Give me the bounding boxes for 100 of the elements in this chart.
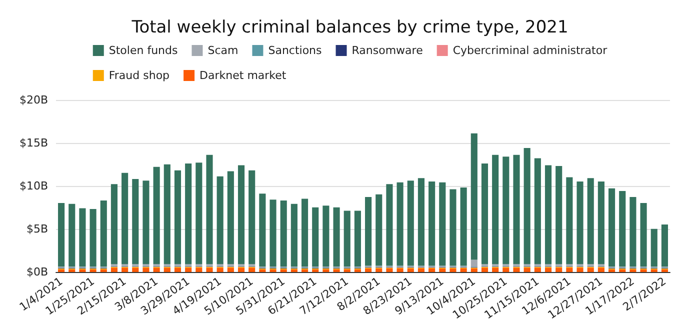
bar bbox=[407, 268, 414, 272]
bar bbox=[650, 228, 658, 267]
bar bbox=[492, 154, 499, 264]
bar bbox=[153, 166, 160, 264]
bar bbox=[630, 269, 636, 272]
bar bbox=[439, 182, 446, 266]
bar bbox=[661, 269, 668, 272]
bar bbox=[322, 269, 330, 272]
bar bbox=[407, 180, 414, 266]
bar bbox=[619, 269, 626, 272]
bar bbox=[142, 180, 150, 264]
bar bbox=[376, 268, 382, 272]
bar bbox=[248, 170, 256, 264]
bar bbox=[428, 182, 436, 266]
bar bbox=[248, 268, 256, 272]
legend-label: Scam bbox=[208, 44, 238, 57]
bar bbox=[587, 268, 594, 272]
legend-label: Ransomware bbox=[352, 44, 424, 57]
bar bbox=[122, 172, 128, 264]
bar bbox=[344, 269, 350, 272]
bar bbox=[450, 189, 456, 266]
bar bbox=[185, 163, 192, 264]
bar bbox=[576, 268, 584, 272]
bar bbox=[132, 178, 139, 264]
bar bbox=[524, 148, 530, 264]
bar bbox=[365, 197, 372, 266]
bar bbox=[640, 269, 647, 272]
bar bbox=[513, 268, 520, 272]
bar bbox=[544, 165, 552, 264]
bar bbox=[164, 164, 170, 264]
bar bbox=[100, 200, 107, 267]
bar bbox=[58, 269, 65, 272]
bar bbox=[344, 210, 350, 267]
bar bbox=[238, 165, 245, 264]
y-tick-label: $10B bbox=[19, 180, 48, 192]
bar bbox=[661, 224, 668, 267]
bar bbox=[418, 178, 425, 266]
bar bbox=[470, 133, 478, 260]
bar bbox=[650, 269, 658, 272]
bar bbox=[259, 269, 266, 272]
bar bbox=[450, 268, 456, 272]
bar bbox=[439, 268, 446, 272]
bar bbox=[470, 260, 478, 267]
bar bbox=[196, 162, 202, 264]
bar bbox=[534, 158, 541, 264]
legend-label: Darknet market bbox=[200, 69, 287, 82]
bar bbox=[164, 268, 170, 272]
bar bbox=[110, 184, 118, 264]
bar bbox=[470, 268, 478, 272]
bar bbox=[513, 154, 520, 264]
y-tick-label: $5B bbox=[26, 222, 48, 236]
bar bbox=[386, 184, 393, 266]
bar bbox=[270, 269, 276, 272]
bar bbox=[280, 269, 287, 272]
bar bbox=[290, 204, 298, 267]
bar bbox=[312, 269, 319, 272]
bar bbox=[598, 182, 604, 264]
bar bbox=[90, 269, 96, 272]
bar bbox=[556, 166, 562, 264]
bar bbox=[566, 268, 573, 272]
legend-label: Cybercriminal administrator bbox=[452, 44, 608, 57]
bar bbox=[58, 203, 65, 267]
bar bbox=[68, 204, 76, 267]
bar bbox=[216, 176, 224, 264]
bar bbox=[428, 268, 436, 272]
bar bbox=[524, 268, 530, 272]
bar bbox=[110, 268, 118, 272]
bar bbox=[174, 170, 182, 264]
bar bbox=[196, 268, 202, 272]
bar bbox=[333, 269, 340, 272]
bar bbox=[376, 194, 382, 266]
bar bbox=[396, 182, 404, 266]
bar bbox=[354, 269, 361, 272]
bar bbox=[587, 178, 594, 264]
bar bbox=[630, 197, 636, 267]
bar bbox=[365, 268, 372, 272]
bar bbox=[290, 269, 298, 272]
bar bbox=[502, 156, 510, 264]
bar bbox=[90, 209, 96, 267]
bar bbox=[322, 206, 330, 267]
bar bbox=[122, 268, 128, 272]
bar bbox=[206, 268, 213, 272]
bar bbox=[132, 268, 139, 272]
bar bbox=[79, 208, 86, 267]
bar bbox=[354, 210, 361, 267]
bar bbox=[270, 200, 276, 267]
y-tick-label: $20B bbox=[19, 94, 48, 106]
y-tick-label: $0B bbox=[26, 266, 48, 278]
bar bbox=[418, 268, 425, 272]
bar bbox=[608, 188, 616, 267]
bar bbox=[619, 190, 626, 267]
bar bbox=[608, 269, 616, 272]
bar bbox=[174, 268, 182, 272]
bar bbox=[460, 188, 467, 266]
bar bbox=[227, 171, 234, 264]
bar bbox=[312, 207, 319, 267]
bar bbox=[502, 268, 510, 272]
legend-label: Sanctions bbox=[268, 44, 322, 57]
bar bbox=[481, 163, 488, 264]
bar bbox=[492, 268, 499, 272]
